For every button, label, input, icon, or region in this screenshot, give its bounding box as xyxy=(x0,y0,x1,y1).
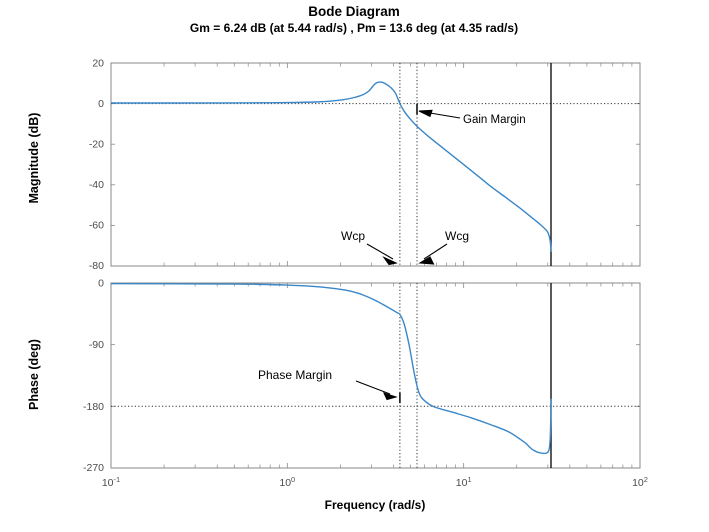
svg-text:-270: -270 xyxy=(83,462,104,474)
svg-text:-180: -180 xyxy=(83,401,104,413)
svg-text:Gain Margin: Gain Margin xyxy=(463,114,526,126)
svg-text:-90: -90 xyxy=(89,339,104,351)
svg-text:0: 0 xyxy=(98,278,104,290)
svg-text:-80: -80 xyxy=(89,260,104,272)
svg-text:Magnitude (dB): Magnitude (dB) xyxy=(27,113,41,204)
svg-text:Phase (deg): Phase (deg) xyxy=(27,339,41,410)
svg-text:Wcg: Wcg xyxy=(445,229,469,243)
svg-text:-60: -60 xyxy=(89,220,104,232)
svg-text:-40: -40 xyxy=(89,179,104,191)
svg-text:0: 0 xyxy=(98,98,104,110)
svg-text:-20: -20 xyxy=(89,139,104,151)
svg-text:Frequency (rad/s): Frequency (rad/s) xyxy=(325,498,426,512)
svg-text:Bode Diagram: Bode Diagram xyxy=(308,4,400,19)
svg-text:Phase Margin: Phase Margin xyxy=(258,368,332,382)
svg-text:Gm = 6.24 dB (at 5.44 rad/s) ,: Gm = 6.24 dB (at 5.44 rad/s) , Pm = 13.6… xyxy=(190,21,518,35)
svg-text:Wcp: Wcp xyxy=(341,229,365,243)
svg-text:20: 20 xyxy=(92,58,104,70)
